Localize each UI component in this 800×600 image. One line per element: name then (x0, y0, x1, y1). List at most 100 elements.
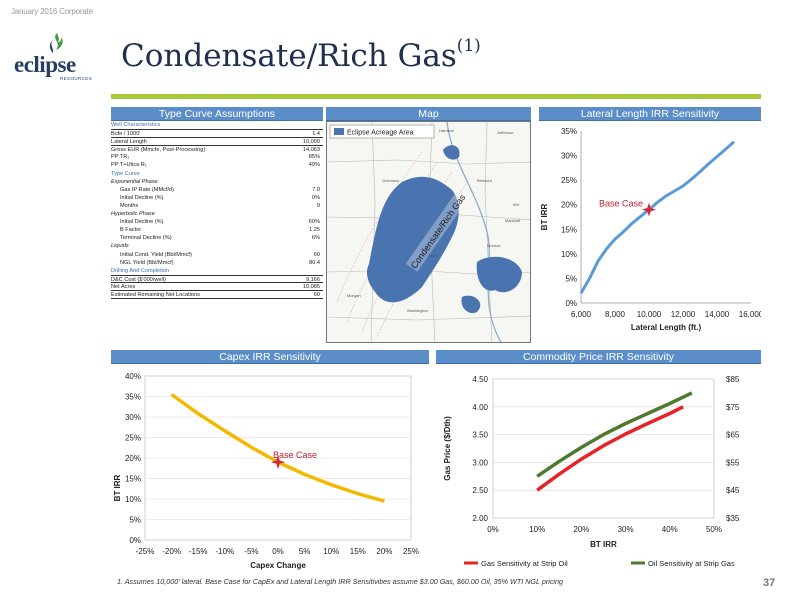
table-row-value: 7.0 (312, 186, 320, 193)
y-tick-label: 10% (561, 250, 577, 259)
table-row-label: B Factor (120, 227, 142, 234)
map-place-label: Harrison (439, 128, 454, 133)
table-row-label: Bcfe / 1000' (111, 131, 141, 138)
legend-label: Gas Sensitivity at Strip Oil (481, 559, 568, 568)
table-row-value: 14,063 (302, 147, 320, 154)
table-row: NGL Yield (Bbl/Mmcf) 80.4 (111, 259, 323, 267)
lateral-chart: 0% 5% 10% 15% 20% 25% 30% 35% 6,000 8,000 10,000 12… (539, 121, 764, 343)
x-tick-label: 5% (299, 547, 311, 556)
y-tick-label: 30% (561, 152, 577, 161)
x-axis-title: Capex Change (250, 561, 306, 570)
table-row-label: Gross EUR (Mmcfe, Post-Processing) (111, 147, 206, 154)
table-row-value: 10,085 (302, 283, 320, 290)
capex-header: Capex IRR Sensitivity (111, 350, 429, 364)
x-axis-title: BT IRR (590, 540, 617, 549)
table-row: Estimated Remaining Net Locations 60 (111, 291, 323, 300)
y-tick-label: 4.50 (472, 375, 488, 384)
x-tick-label: 14,000 (705, 310, 730, 319)
series-line (170, 393, 385, 503)
y2-tick-label: $65 (726, 431, 740, 440)
table-row: Hyperbolic Phase (111, 210, 323, 218)
y-tick-label: 20% (561, 201, 577, 210)
table-row-value: 80.4 (309, 259, 320, 266)
map-header: Map (326, 107, 531, 121)
y-tick-label: 15% (561, 225, 577, 234)
y-tick-label: 3.00 (472, 458, 488, 467)
table-row: Gross EUR (Mmcfe, Post-Processing) 14,063 (111, 145, 323, 153)
page-title: Condensate/Rich Gas(1) (121, 36, 481, 74)
type-curve-header: Type Curve Assumptions (111, 107, 323, 121)
x-tick-label: -5% (244, 547, 258, 556)
acreage-main (367, 176, 459, 303)
x-tick-label: -15% (189, 547, 208, 556)
table-row-value: 6% (311, 235, 320, 242)
y-tick-label: 2.00 (472, 514, 488, 523)
table-row-label: Exponential Phase (111, 178, 158, 185)
eclipse-logo: eclipse RESOURCES (14, 30, 96, 82)
commodity-chart-svg: 2.00 2.50 3.00 3.50 4.00 4.50 $35 $45 $55 $65 $75 $… (443, 375, 740, 568)
table-row-label: Months (120, 202, 139, 209)
lateral-chart-svg: 0% 5% 10% 15% 20% 25% 30% 35% 6,000 8,000 10,000 12… (540, 127, 764, 332)
map-place-label: Belmont (477, 178, 493, 183)
x-axis-title: Lateral Length (ft.) (631, 323, 702, 332)
y-tick-label: 5% (565, 274, 577, 283)
y-tick-label: 20% (125, 454, 141, 463)
table-row-value: 9 (316, 202, 320, 209)
x-tick-label: 12,000 (671, 310, 696, 319)
legend-label: Oil Sensitivity at Strip Gas (648, 559, 735, 568)
map-place-label: WV (513, 202, 520, 207)
series-line (579, 140, 735, 294)
table-row: PP T+Utica R₁ 49% (111, 161, 323, 169)
x-tick-label: 50% (706, 525, 722, 534)
title-footnote-ref: (1) (456, 36, 481, 56)
y-axis-title: Gas Price ($/Dth) (443, 416, 452, 481)
type-curve-table: Well Characteristics Bcfe / 1000' 1.4 Later… (111, 121, 323, 300)
y-tick-label: 35% (561, 127, 577, 136)
table-row-value: 60 (313, 291, 320, 298)
table-row-label: Well Characteristics (111, 122, 161, 128)
series-line (536, 405, 684, 492)
commodity-header: Commodity Price IRR Sensitivity (436, 350, 761, 364)
table-row-label: PP TR₁ (111, 154, 130, 161)
table-row-label: Drilling And Completion (111, 267, 170, 274)
y2-tick-label: $85 (726, 375, 740, 384)
table-row-label: Initial Decline (%) (120, 194, 164, 201)
map-place-label: Morgan (347, 293, 361, 298)
map-legend-box (329, 124, 435, 139)
table-row: D&C Cost ($'000/well) 9,166 (111, 274, 323, 283)
title-rule (111, 94, 761, 99)
capex-chart: 0% 5% 10% 15% 20% 25% 30% 35% 40% -25% -20% -15% -10… (111, 366, 429, 576)
table-row-label: Terminal Decline (%) (120, 235, 172, 242)
table-row: Months 9 (111, 202, 323, 210)
x-tick-label: -25% (136, 547, 155, 556)
y-tick-label: 0% (129, 536, 141, 545)
map-legend-swatch (334, 128, 344, 135)
logo-subtext: RESOURCES (60, 76, 93, 81)
map-place-label: Marshall (505, 218, 520, 223)
table-row-label: NGL Yield (Bbl/Mmcf) (120, 259, 174, 266)
y2-tick-label: $35 (726, 514, 740, 523)
map-legend-label: Eclipse Acreage Area (347, 130, 414, 137)
y2-tick-label: $75 (726, 403, 740, 412)
x-tick-label: 0% (272, 547, 284, 556)
map-place-label: Guernsey (382, 178, 399, 183)
x-tick-label: 16,000 (739, 310, 761, 319)
table-row-label: D&C Cost ($'000/well) (111, 276, 166, 283)
x-tick-label: 15% (350, 547, 366, 556)
x-tick-label: 20% (376, 547, 392, 556)
table-row-label: Estimated Remaining Net Locations (111, 291, 200, 298)
x-tick-label: 25% (403, 547, 419, 556)
table-row-value: 1.25 (309, 227, 320, 234)
y-axis-title: BT IRR (540, 203, 549, 230)
annotation-label: Base Case (273, 450, 317, 460)
acreage-north (443, 145, 460, 160)
acreage-south (461, 295, 481, 314)
y-tick-label: 3.50 (472, 431, 488, 440)
y-tick-label: 15% (125, 475, 141, 484)
table-row: Well Characteristics (111, 121, 323, 129)
table-row: Initial Decline (%) 60% (111, 218, 323, 226)
table-row: Exponential Phase (111, 178, 323, 186)
x-tick-label: 20% (573, 525, 589, 534)
table-row-label: Type Curve (111, 170, 140, 177)
capex-chart-svg: 0% 5% 10% 15% 20% 25% 30% 35% 40% -25% -20% -15% -10… (113, 372, 419, 570)
